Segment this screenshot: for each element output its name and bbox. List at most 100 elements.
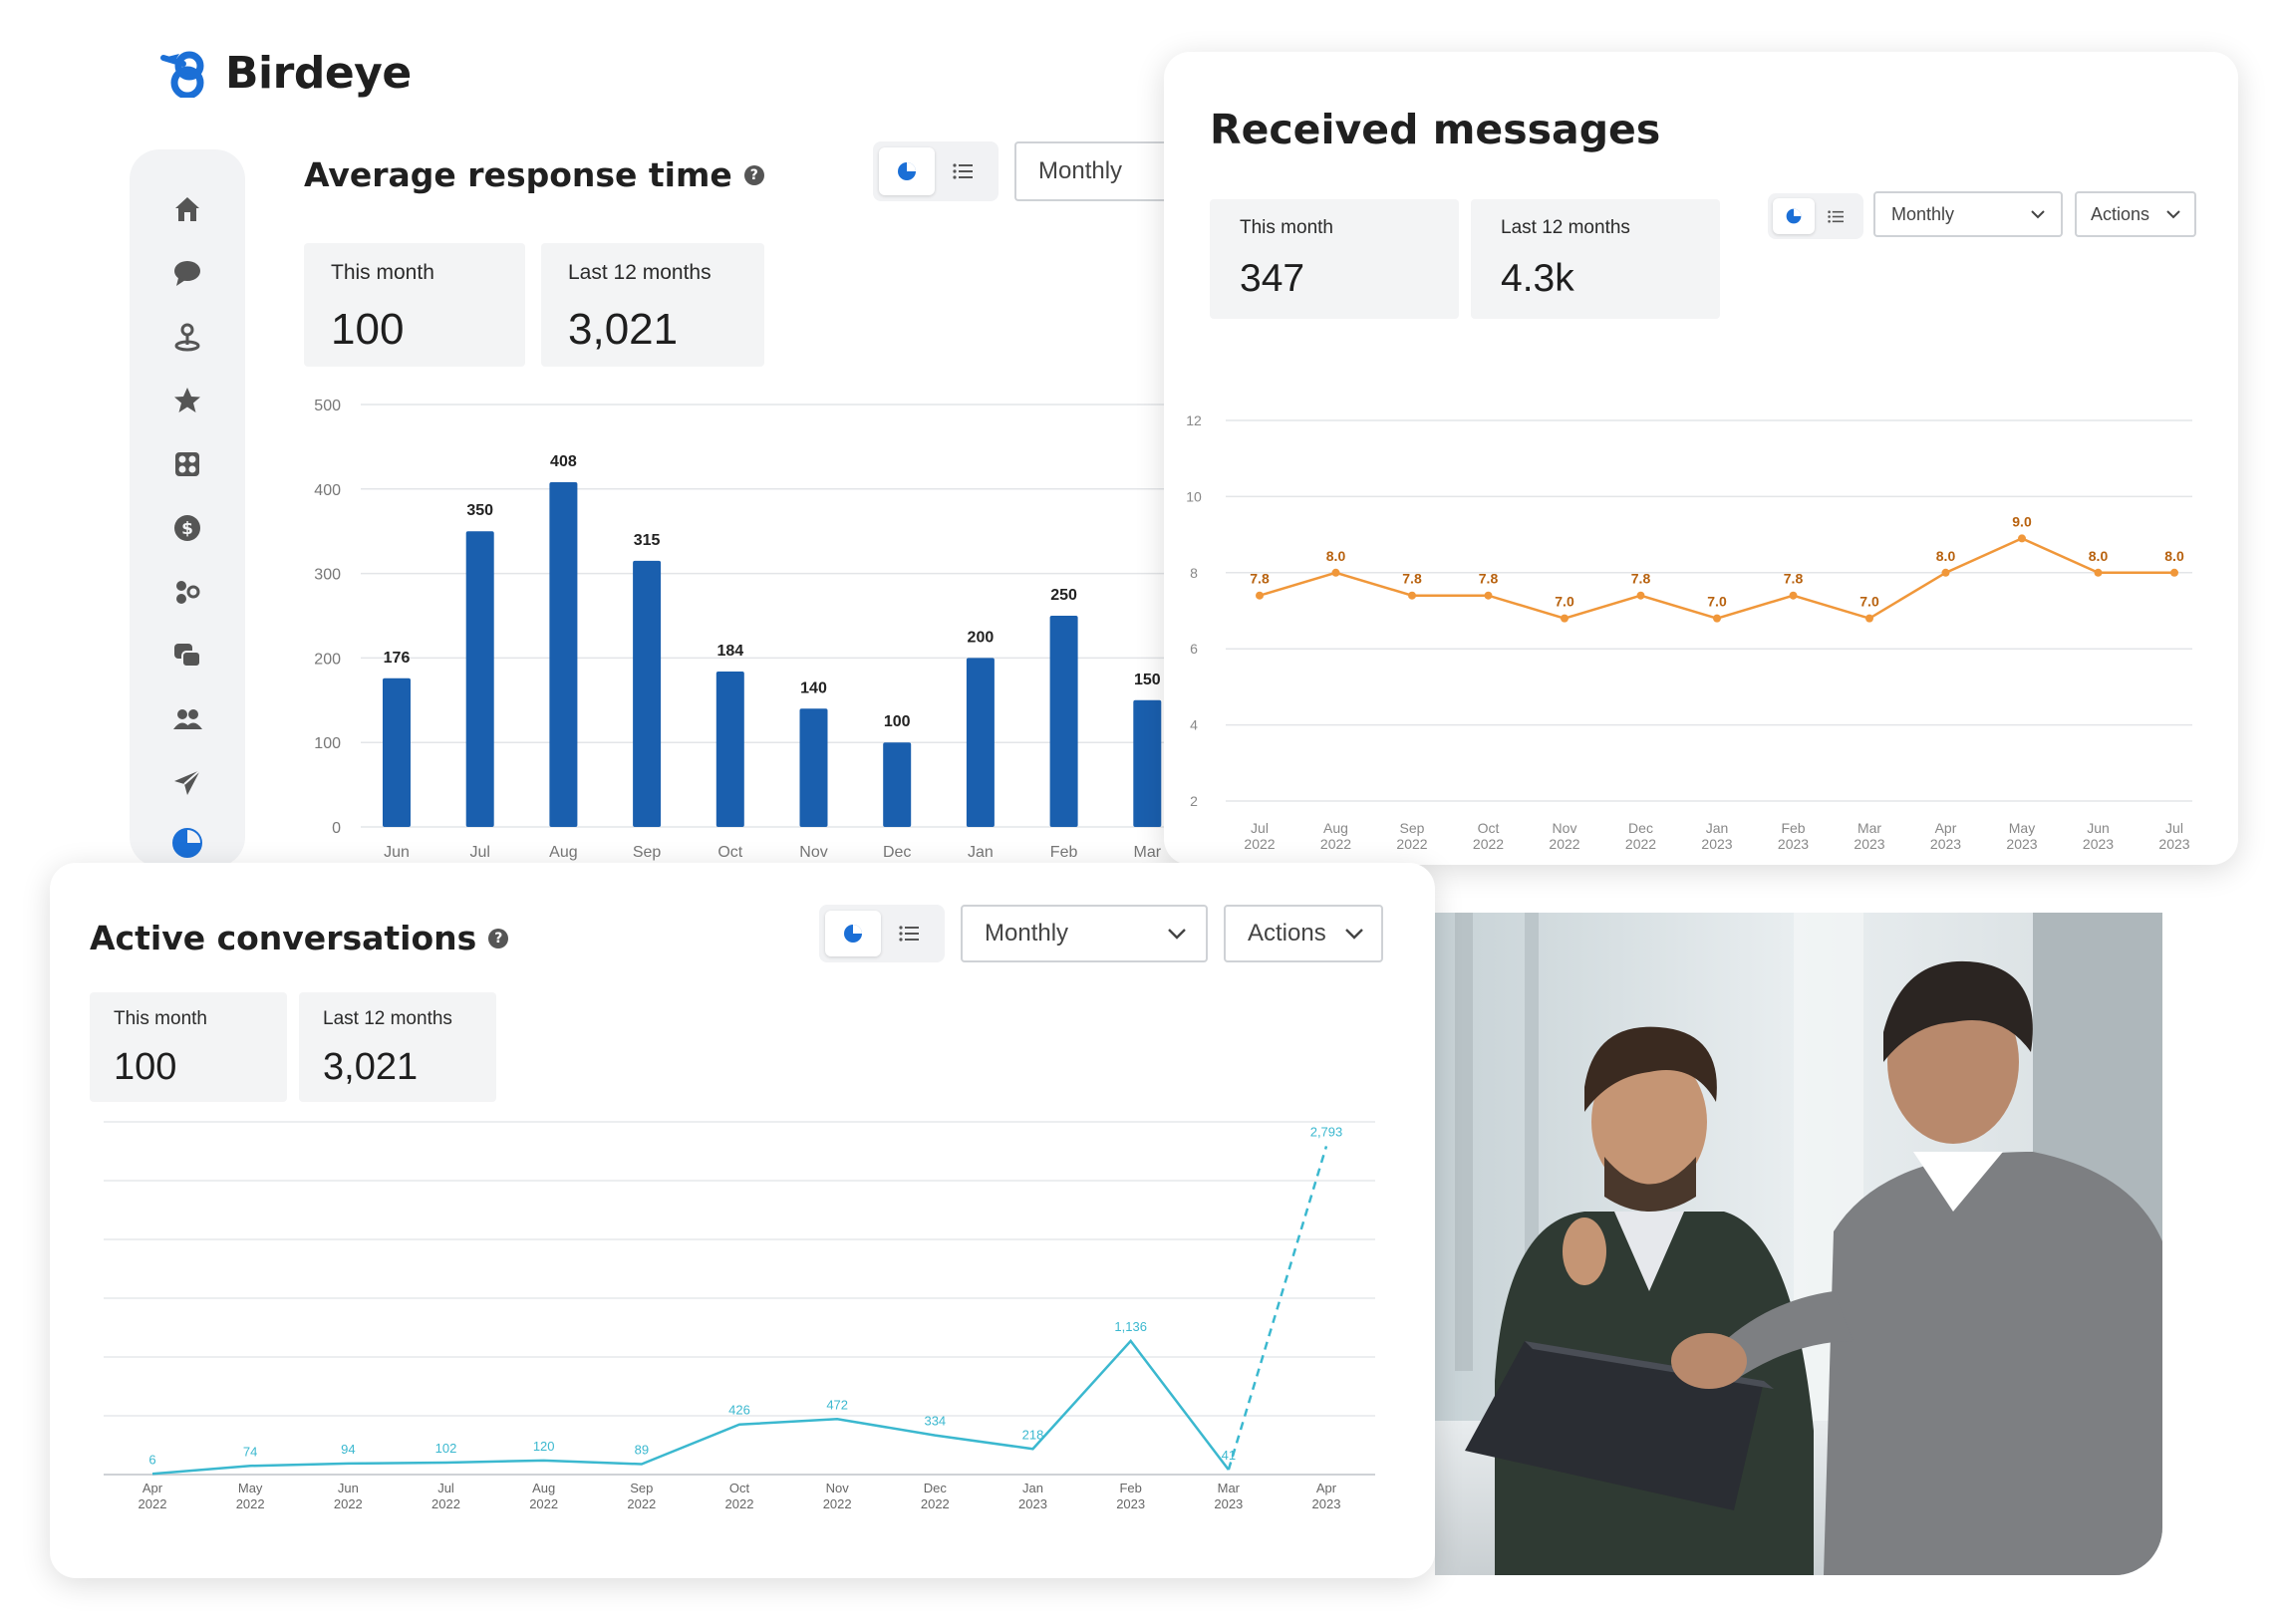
- x-tick-label: 2022: [139, 1496, 167, 1511]
- x-tick-label: Jul: [437, 1481, 454, 1495]
- location-pin-icon[interactable]: [167, 317, 207, 357]
- x-tick-label: Jul: [2165, 820, 2183, 836]
- x-tick-label: Jun: [338, 1481, 359, 1495]
- meeting-illustration: [1435, 913, 2162, 1575]
- x-tick-label: Dec: [1628, 820, 1653, 836]
- data-label: 74: [243, 1444, 257, 1459]
- actions-select-value: Actions: [1248, 920, 1326, 947]
- data-label: 176: [384, 650, 411, 667]
- x-tick-label: 2023: [1930, 836, 1961, 852]
- x-tick-label: Feb: [1781, 820, 1805, 836]
- x-tick-label: Mar: [1218, 1481, 1241, 1495]
- stat-last-12-months: Last 12 months 3,021: [541, 243, 764, 367]
- chat-bubble-icon[interactable]: [167, 253, 207, 293]
- messages-icon[interactable]: [167, 636, 207, 676]
- period-select[interactable]: Monthly: [961, 905, 1208, 962]
- data-point: [2170, 568, 2178, 577]
- x-tick-label: 2022: [1244, 836, 1275, 852]
- chevron-down-icon: [2166, 210, 2180, 219]
- data-point: [2018, 534, 2026, 543]
- home-icon[interactable]: [167, 189, 207, 229]
- y-tick-label: 400: [314, 482, 341, 499]
- people-icon[interactable]: [167, 699, 207, 739]
- actions-select[interactable]: Actions: [2075, 191, 2196, 237]
- x-tick-label: Dec: [924, 1481, 948, 1495]
- x-tick-label: Nov: [826, 1481, 850, 1495]
- widgets-icon[interactable]: [167, 444, 207, 484]
- period-select[interactable]: Monthly: [1873, 191, 2063, 237]
- send-icon[interactable]: [167, 763, 207, 803]
- stat-value: 100: [331, 305, 405, 354]
- stat-this-month: This month 347: [1210, 199, 1459, 319]
- data-label: 200: [968, 629, 995, 646]
- x-tick-label: 2022: [921, 1496, 950, 1511]
- x-tick-label: 2023: [1214, 1496, 1243, 1511]
- stat-value: 100: [114, 1046, 177, 1088]
- integrations-icon[interactable]: [167, 572, 207, 612]
- data-point: [1484, 591, 1493, 600]
- stat-value: 3,021: [568, 305, 679, 354]
- bar: [633, 560, 662, 827]
- stat-label: This month: [331, 261, 434, 284]
- data-label: 7.8: [1479, 571, 1499, 587]
- stat-label: Last 12 months: [1501, 217, 1630, 238]
- dollar-icon[interactable]: $: [167, 508, 207, 548]
- chevron-down-icon: [1345, 929, 1363, 940]
- data-label: 315: [634, 532, 661, 549]
- data-point: [1636, 591, 1645, 600]
- x-tick-label: 2023: [1312, 1496, 1341, 1511]
- chart-view-pie-icon[interactable]: [825, 911, 881, 956]
- chart-view-pie-icon[interactable]: [879, 147, 935, 195]
- x-tick-label: 2022: [1549, 836, 1579, 852]
- list-view-icon[interactable]: [935, 147, 991, 195]
- x-tick-label: Jun: [2087, 820, 2110, 836]
- received-messages-panel: Received messages This month 347 Last 12…: [1164, 52, 2238, 865]
- x-tick-label: 2022: [1320, 836, 1351, 852]
- stat-this-month: This month 100: [90, 992, 287, 1102]
- birdeye-logo-icon: [160, 51, 204, 98]
- x-tick-label: 2023: [1701, 836, 1732, 852]
- data-label: 94: [341, 1442, 355, 1457]
- data-label: 140: [800, 679, 827, 696]
- list-view-icon[interactable]: [1815, 198, 1856, 234]
- x-tick-label: Jul: [1251, 820, 1269, 836]
- view-toggle: [1768, 193, 1863, 239]
- data-label: 41: [1222, 1448, 1236, 1463]
- star-icon[interactable]: [167, 381, 207, 420]
- period-select-value: Monthly: [1038, 157, 1123, 184]
- bar: [1133, 699, 1162, 827]
- data-label: 8.0: [1936, 548, 1956, 564]
- x-tick-label: 2023: [1018, 1496, 1047, 1511]
- help-icon[interactable]: ?: [488, 928, 509, 948]
- bar: [549, 482, 578, 827]
- data-label: 150: [1134, 672, 1161, 688]
- data-point: [1331, 568, 1340, 577]
- x-tick-label: Nov: [799, 844, 827, 861]
- reports-pie-icon[interactable]: [167, 823, 207, 863]
- data-label: 426: [728, 1403, 750, 1418]
- help-icon[interactable]: ?: [743, 164, 764, 185]
- x-tick-label: Nov: [1553, 820, 1577, 836]
- x-tick-label: Sep: [630, 1481, 653, 1495]
- stat-label: This month: [114, 1008, 207, 1029]
- stat-last-12-months: Last 12 months 3,021: [299, 992, 496, 1102]
- data-label: 100: [884, 713, 911, 730]
- received-messages-title: Received messages: [1210, 106, 1660, 153]
- x-tick-label: 2022: [529, 1496, 558, 1511]
- data-label: 6: [148, 1452, 155, 1467]
- y-tick-label: 10: [1186, 488, 1202, 504]
- x-tick-label: 2023: [1116, 1496, 1145, 1511]
- actions-select[interactable]: Actions: [1224, 905, 1383, 962]
- stat-label: Last 12 months: [323, 1008, 452, 1029]
- x-tick-label: 2022: [1473, 836, 1504, 852]
- data-label: 2,793: [1310, 1124, 1343, 1139]
- x-tick-label: Sep: [633, 844, 662, 861]
- x-tick-label: May: [2009, 820, 2035, 836]
- list-view-icon[interactable]: [881, 911, 937, 956]
- data-point: [1789, 591, 1798, 600]
- data-label: 102: [435, 1441, 457, 1456]
- chart-view-pie-icon[interactable]: [1773, 198, 1815, 234]
- received-messages-title-text: Received messages: [1210, 106, 1661, 153]
- stat-value: 4.3k: [1501, 257, 1574, 300]
- x-tick-label: Jul: [469, 844, 489, 861]
